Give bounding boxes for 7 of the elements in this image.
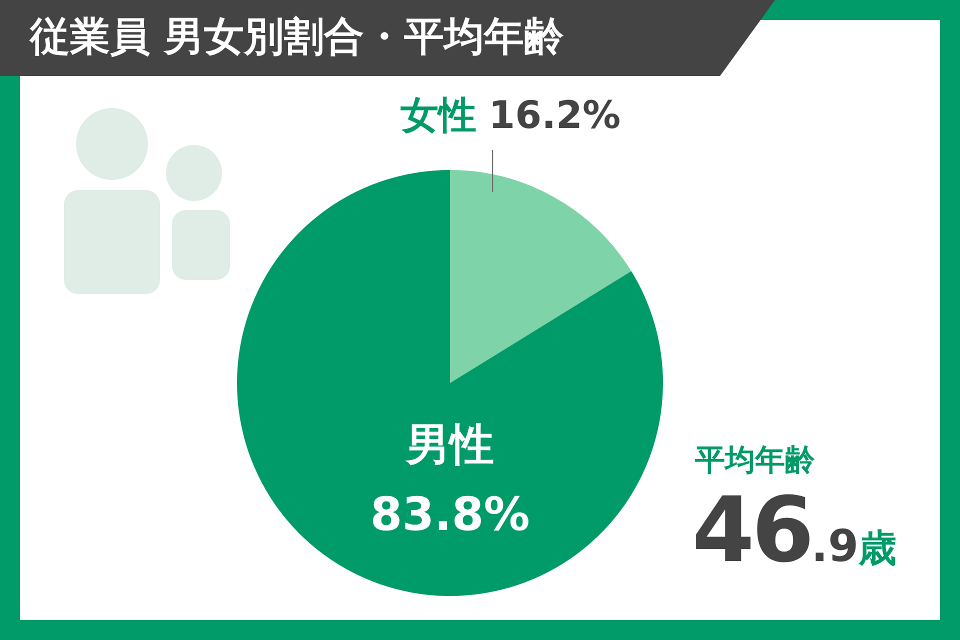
data-label: 16.2% <box>488 92 621 137</box>
chart-title: 従業員 男女別割合・平均年齢 <box>30 13 564 62</box>
data-label: 83.8% <box>370 487 530 542</box>
slice-label: 男性 <box>404 420 494 471</box>
slice-label: 女性 <box>400 92 477 137</box>
text: 平均年齢 <box>695 442 815 480</box>
text: 46.9歳 <box>692 478 897 583</box>
